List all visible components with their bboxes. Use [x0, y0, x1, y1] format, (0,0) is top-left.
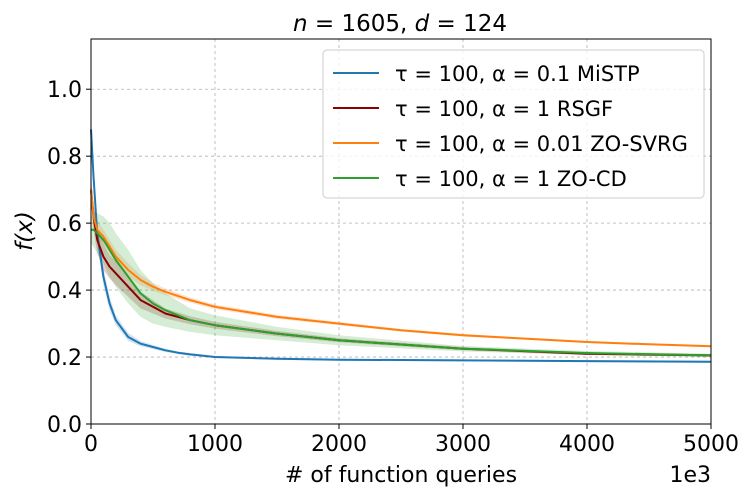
title-d-value: 124: [463, 11, 507, 37]
x-scale-offset: 1e3: [669, 463, 711, 488]
series-line-0: [90, 129, 712, 363]
x-tick-label: 5000: [683, 432, 739, 457]
title-n-label: n: [293, 11, 308, 37]
series-lines: [90, 129, 712, 363]
series-line-3: [91, 228, 712, 357]
plot-frame: [90, 38, 712, 425]
y-tick-label: 0.4: [47, 279, 82, 304]
title-d-label: d: [415, 11, 430, 37]
legend-label-3: τ = 100, α = 1 ZO-CD: [395, 167, 627, 191]
legend-label-2: τ = 100, α = 0.01 ZO-SVRG: [395, 132, 688, 156]
legend-box: [322, 49, 705, 199]
y-axis-label: f(x): [12, 211, 38, 251]
legend: τ = 100, α = 0.1 MiSTP τ = 100, α = 1 RSG…: [322, 49, 705, 199]
x-tick-label: 3000: [435, 432, 491, 457]
x-axis-label: # of function queries: [285, 463, 517, 488]
y-tick-label: 0.6: [47, 212, 82, 237]
y-tick-label: 0.2: [47, 346, 82, 371]
series-band-3: [91, 213, 711, 357]
legend-label-0: τ = 100, α = 0.1 MiSTP: [395, 62, 640, 86]
title-n-value: 1605: [341, 11, 400, 37]
x-tick-label: 4000: [559, 432, 615, 457]
y-tick-label: 0.0: [47, 413, 82, 438]
x-tick-label: 2000: [311, 432, 367, 457]
y-tick-label: 0.8: [47, 145, 82, 170]
x-tick-label: 1000: [187, 432, 243, 457]
ticks: 0 1000 2000 3000 4000 5000 0.0 0.2 0.4 0.6 0.8 1.0: [47, 78, 739, 457]
y-tick-label: 1.0: [47, 78, 82, 103]
chart-title: n = 1605, d = 124: [293, 11, 507, 37]
y-axis-label-text: f(x): [12, 211, 38, 251]
x-tick-label: 0: [84, 432, 98, 457]
series-line-2: [90, 189, 712, 348]
legend-label-1: τ = 100, α = 1 RSGF: [395, 97, 613, 121]
